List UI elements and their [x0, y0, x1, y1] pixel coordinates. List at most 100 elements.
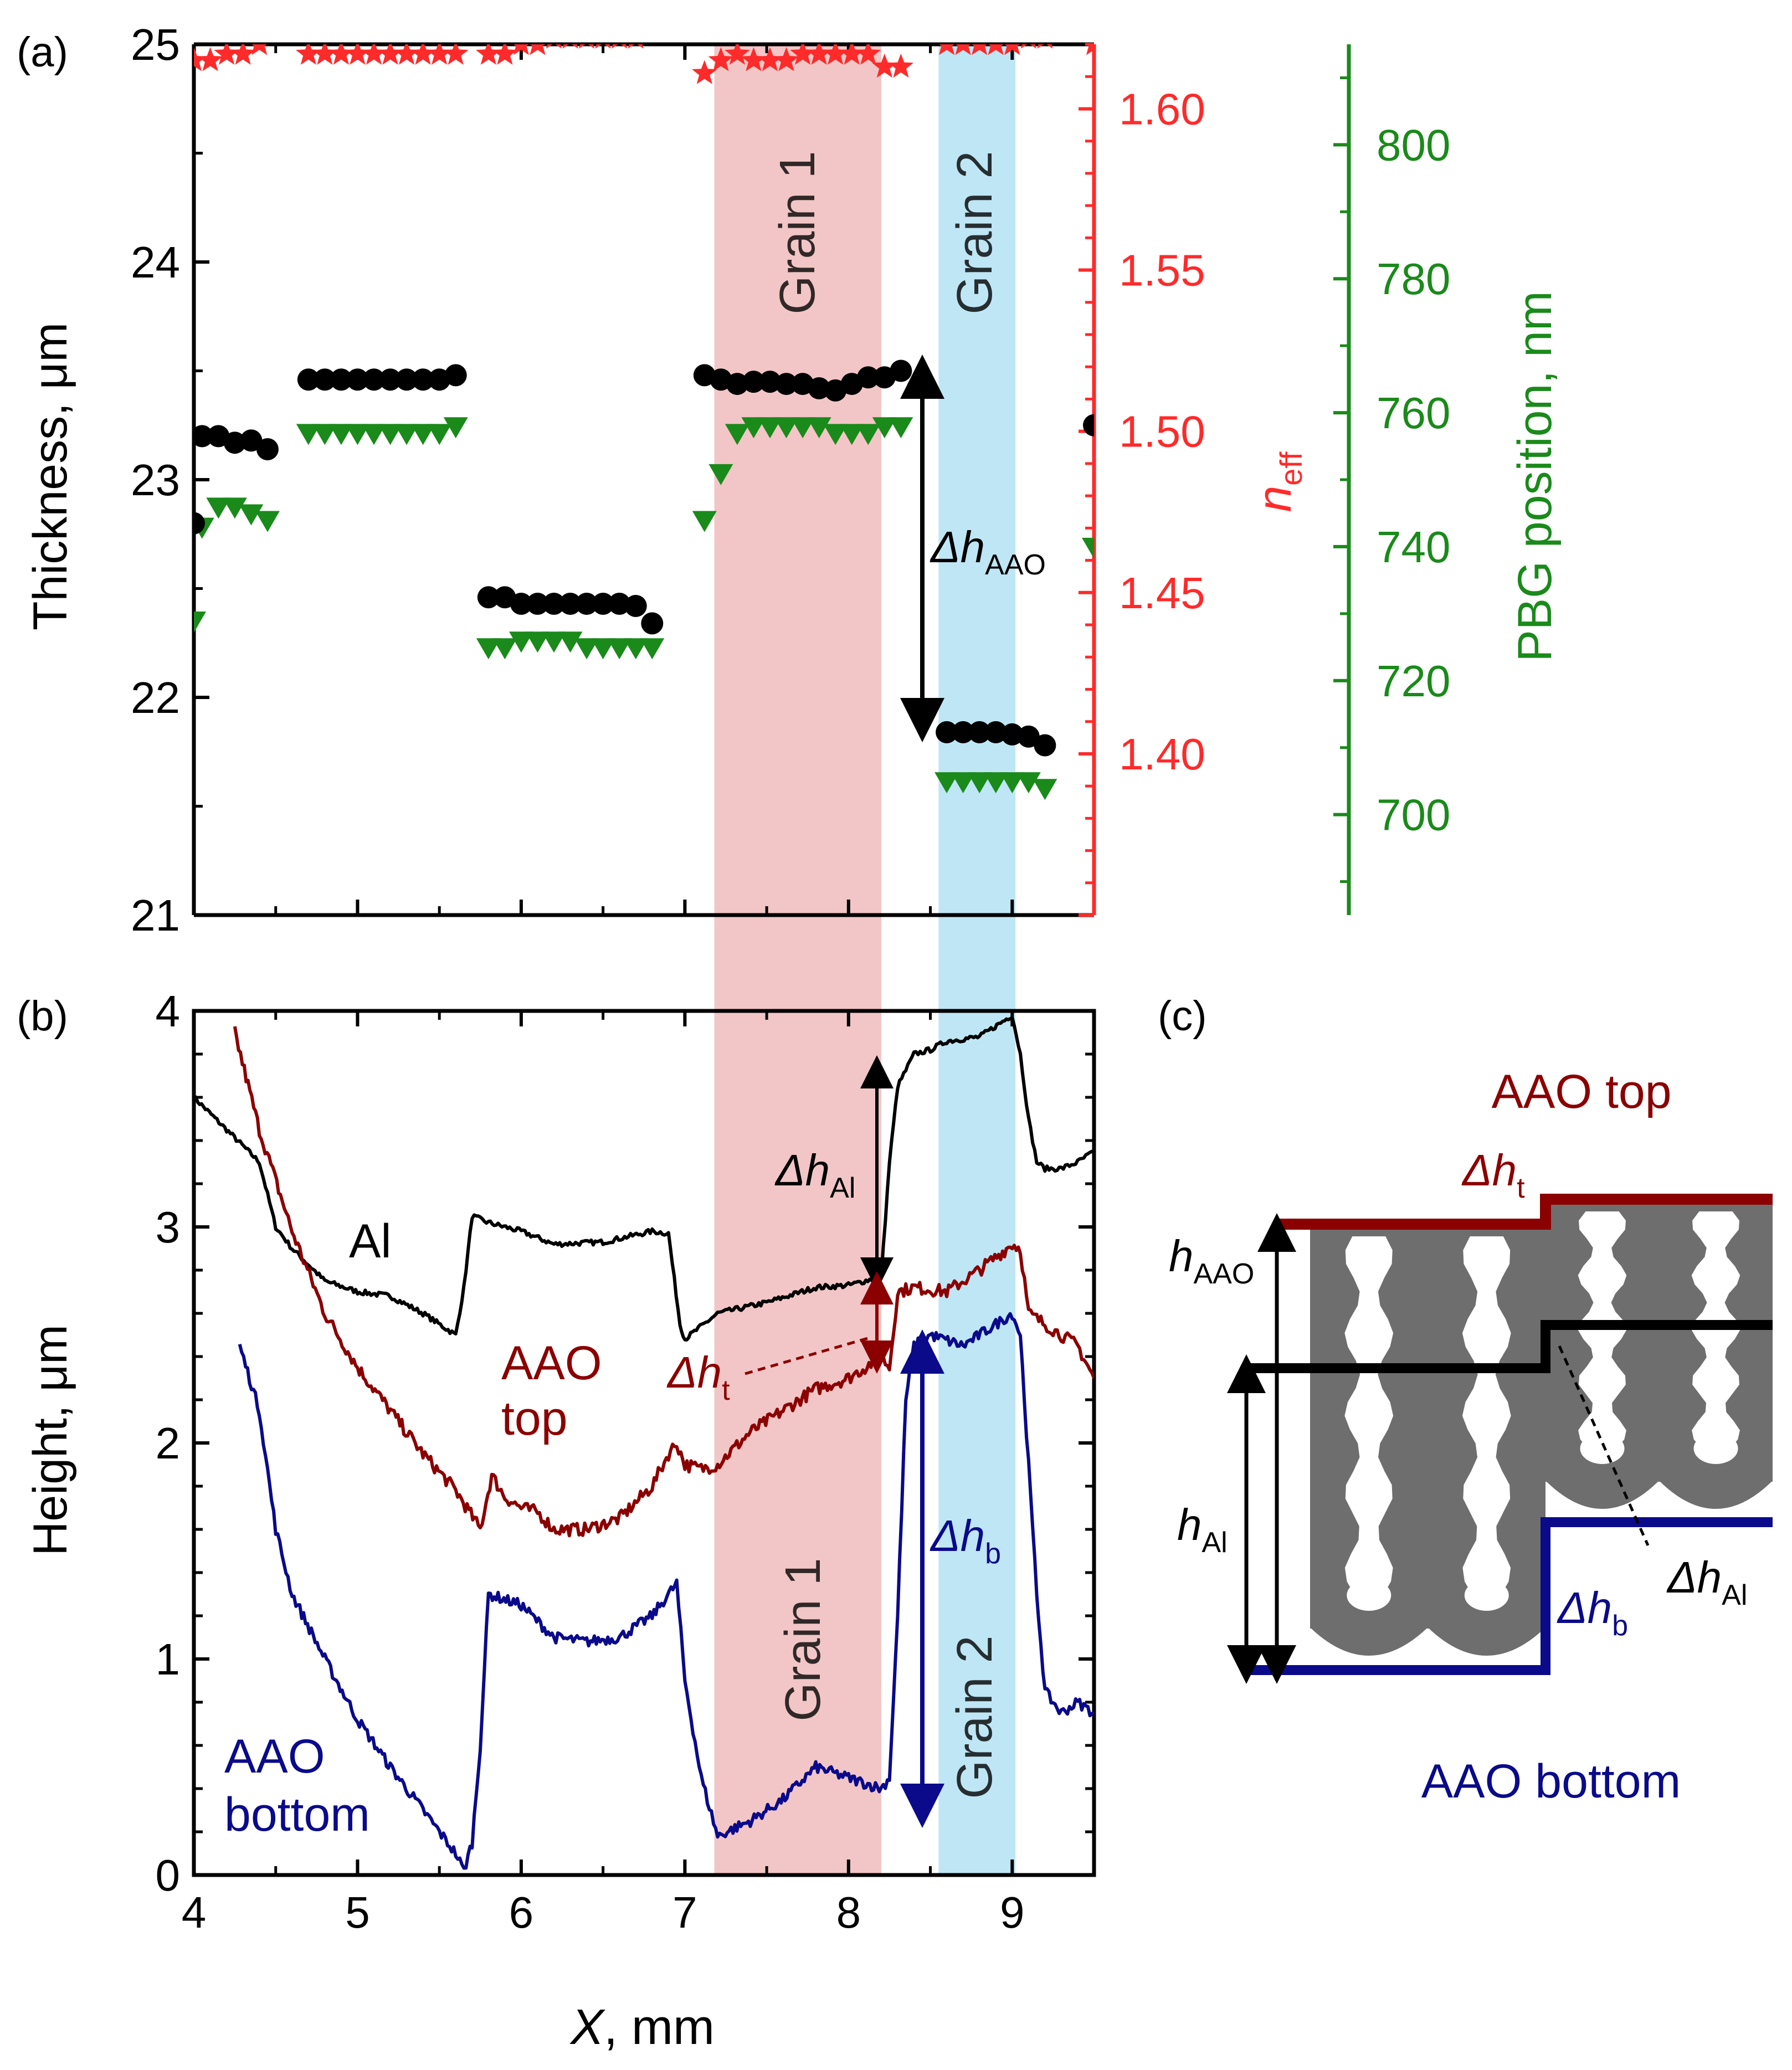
label-aao-bottom-1: AAO	[224, 1730, 325, 1783]
thickness-point	[952, 721, 974, 743]
pores-right-barrier	[1545, 1481, 1659, 1509]
neff-point	[361, 44, 387, 65]
thickness-point	[576, 593, 598, 615]
panel-b-y-tick-label: 1	[156, 1635, 181, 1684]
dh-b-label: Δhb	[930, 1511, 1001, 1570]
dh-al-label-sub: Al	[830, 1172, 855, 1204]
neff-point	[639, 15, 665, 39]
pbg-point	[623, 638, 648, 660]
schematic-h-al-sub: Al	[1202, 1527, 1228, 1559]
thickness-point	[808, 377, 830, 399]
dh-al-label-c: ΔhAl	[1666, 1553, 1747, 1611]
pbg-point	[509, 631, 533, 653]
neff-point	[377, 44, 403, 65]
panel-c-schematic: (c) AAO top Δht hAAO hAl Δhb ΔhAl AAO bo…	[1158, 993, 1773, 1808]
pbg-point	[312, 424, 337, 445]
pbg-point	[1033, 779, 1057, 800]
panel-a-label: (a)	[17, 29, 68, 76]
neff-point	[692, 60, 717, 84]
pores-left-barrier	[1428, 1627, 1545, 1656]
thickness-point	[608, 593, 631, 615]
pbg-point	[983, 772, 1008, 794]
thickness-point	[775, 373, 798, 395]
panel-b-y-tick-label: 4	[156, 987, 181, 1036]
neff-label-sub: eff	[1274, 451, 1308, 486]
pbg-point	[194, 611, 206, 633]
pbg-point	[967, 772, 992, 794]
neff-tick-label: 1.40	[1119, 730, 1205, 779]
neff-tick-label: 1.55	[1119, 246, 1205, 295]
schematic-dh-t-sub: t	[1517, 1172, 1525, 1204]
pbg-point	[607, 638, 632, 660]
neff-point	[230, 44, 256, 65]
panel-a-left-tick-label: 25	[131, 20, 180, 69]
pbg-point	[394, 424, 419, 445]
thickness-point	[330, 368, 352, 391]
neff-point	[214, 44, 239, 65]
neff-point	[562, 44, 578, 49]
pbg-point	[222, 497, 247, 519]
thickness-point	[624, 594, 647, 617]
pbg-point	[774, 417, 799, 439]
schematic-dh-t-main: Δh	[1461, 1146, 1517, 1195]
thickness-point	[194, 425, 213, 448]
pores-right-body	[1545, 1200, 1773, 1482]
pbg-point	[378, 424, 403, 445]
schematic-dh-b-main: Δh	[1557, 1583, 1612, 1632]
dh-aao-label-sub: AAO	[985, 549, 1046, 581]
neff-point	[628, 44, 644, 49]
pbg-point	[640, 638, 665, 660]
neff-point	[972, 44, 988, 55]
pbg-tick-label: 760	[1377, 388, 1450, 438]
thickness-point	[742, 371, 765, 393]
neff-point	[513, 44, 529, 55]
grain2-label-a: Grain 2	[947, 151, 1003, 314]
thickness-point	[592, 593, 614, 615]
grain-band-1	[714, 44, 881, 1875]
neff-point	[328, 44, 354, 65]
label-aao-top-2: top	[501, 1392, 568, 1445]
pbg-point	[328, 424, 353, 445]
neff-point	[741, 47, 767, 71]
profile-line-aao-top	[233, 1026, 1094, 1538]
panel-a: 21 22 23 24 25 1.40 1.45 1.50 1.55 1.60 700 720 740 7…	[17, 15, 1562, 940]
neff-point	[823, 44, 848, 65]
pbg-point	[443, 417, 468, 439]
profile-line-aao-bottom	[238, 1312, 1094, 1870]
pbg-point	[856, 424, 881, 445]
label-al: Al	[349, 1215, 391, 1268]
thickness-point	[890, 359, 912, 382]
thickness-point	[223, 432, 246, 454]
dh-aao-label-main: Δh	[930, 522, 985, 572]
neff-point	[410, 44, 436, 65]
panel-a-neff-label: neff	[1248, 451, 1308, 512]
panel-a-pbg-label: PBG position, nm	[1508, 291, 1562, 661]
panel-b-x-tick-label: 5	[345, 1888, 370, 1937]
schematic-dh-al-main: Δh	[1666, 1553, 1722, 1602]
panel-b-y-tick-label: 3	[156, 1203, 181, 1252]
panel-b-x-tick-label: 9	[1000, 1888, 1025, 1937]
thickness-point	[477, 586, 500, 609]
neff-point	[595, 44, 611, 49]
aao-top-line	[1274, 1194, 1773, 1230]
panel-b-y-tick-label: 2	[156, 1419, 181, 1468]
neff-point	[530, 44, 546, 55]
dh-b-label-c: Δhb	[1557, 1583, 1628, 1642]
thickness-point	[559, 593, 582, 615]
neff-point	[612, 44, 628, 49]
panel-b-axes: 0 1 2 3 4 4 5 6 7 8 9	[156, 987, 1096, 1937]
neff-point	[806, 44, 832, 65]
neff-point	[872, 53, 897, 78]
thickness-point	[396, 368, 418, 391]
pbg-point	[239, 504, 264, 526]
thickness-point	[510, 593, 532, 615]
neff-tick-label: 1.50	[1119, 407, 1205, 456]
aao-bottom-line	[1249, 1517, 1773, 1675]
schematic-dh-b-sub: b	[1612, 1610, 1628, 1642]
h-al-label: hAl	[1177, 1500, 1228, 1559]
pbg-point	[839, 424, 864, 445]
xlabel-rest: , mm	[604, 2000, 715, 2055]
thickness-point	[759, 371, 781, 393]
pbg-point	[476, 638, 501, 660]
neff-point	[1086, 44, 1094, 55]
